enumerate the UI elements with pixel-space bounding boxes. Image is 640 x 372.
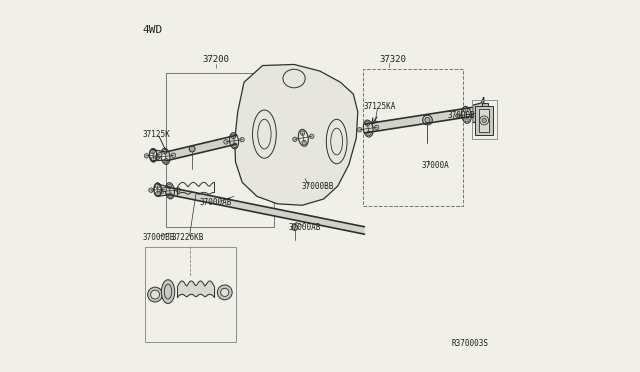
Bar — [166, 73, 274, 227]
Text: 37000BB: 37000BB — [301, 182, 334, 190]
Circle shape — [365, 122, 370, 126]
Text: 37000B: 37000B — [448, 111, 476, 120]
Polygon shape — [473, 97, 484, 128]
Circle shape — [189, 146, 195, 152]
Circle shape — [151, 157, 156, 161]
Circle shape — [168, 193, 173, 198]
Circle shape — [150, 290, 159, 299]
Circle shape — [148, 287, 163, 302]
Polygon shape — [364, 108, 472, 133]
Bar — [475, 106, 493, 135]
Circle shape — [155, 155, 159, 160]
Circle shape — [367, 131, 371, 135]
Text: 37000BB: 37000BB — [143, 233, 175, 243]
Circle shape — [465, 118, 469, 122]
Circle shape — [292, 137, 297, 141]
Text: 37200: 37200 — [203, 55, 230, 64]
Text: 37000AB: 37000AB — [289, 223, 321, 232]
Circle shape — [425, 118, 430, 123]
Polygon shape — [166, 135, 237, 161]
Bar — [472, 100, 497, 138]
Circle shape — [374, 125, 379, 129]
Circle shape — [310, 134, 314, 138]
Circle shape — [221, 288, 229, 296]
Polygon shape — [166, 187, 364, 234]
Circle shape — [162, 187, 166, 192]
Circle shape — [218, 285, 232, 300]
Circle shape — [240, 137, 244, 142]
Circle shape — [156, 191, 160, 196]
Bar — [363, 69, 463, 206]
Circle shape — [302, 140, 307, 145]
Circle shape — [232, 143, 237, 147]
Circle shape — [176, 188, 180, 192]
Text: 37125KA: 37125KA — [364, 102, 396, 111]
Text: 37226KB: 37226KB — [172, 233, 204, 243]
Bar — [479, 109, 489, 132]
Circle shape — [159, 189, 164, 194]
Text: 4WD: 4WD — [143, 25, 163, 35]
Text: 37125K: 37125K — [143, 129, 171, 139]
Text: 37000A: 37000A — [422, 161, 450, 170]
Circle shape — [231, 134, 236, 139]
Circle shape — [463, 108, 468, 112]
Circle shape — [482, 118, 486, 123]
Circle shape — [148, 188, 153, 192]
Polygon shape — [235, 64, 358, 205]
Bar — [481, 103, 488, 126]
Circle shape — [358, 128, 362, 132]
Circle shape — [163, 150, 167, 154]
Circle shape — [145, 154, 149, 158]
Circle shape — [150, 149, 155, 154]
Circle shape — [167, 184, 172, 189]
Circle shape — [292, 225, 298, 231]
Circle shape — [224, 140, 228, 144]
Circle shape — [300, 131, 305, 135]
Text: 37000AB: 37000AB — [200, 198, 232, 207]
Circle shape — [472, 112, 477, 116]
Circle shape — [172, 153, 176, 157]
Circle shape — [155, 184, 159, 188]
Circle shape — [157, 153, 162, 157]
Circle shape — [164, 158, 168, 163]
Ellipse shape — [161, 280, 175, 304]
Text: 37320: 37320 — [380, 55, 406, 64]
Circle shape — [456, 114, 460, 118]
Bar — [145, 247, 236, 342]
Text: R370003S: R370003S — [452, 339, 488, 348]
